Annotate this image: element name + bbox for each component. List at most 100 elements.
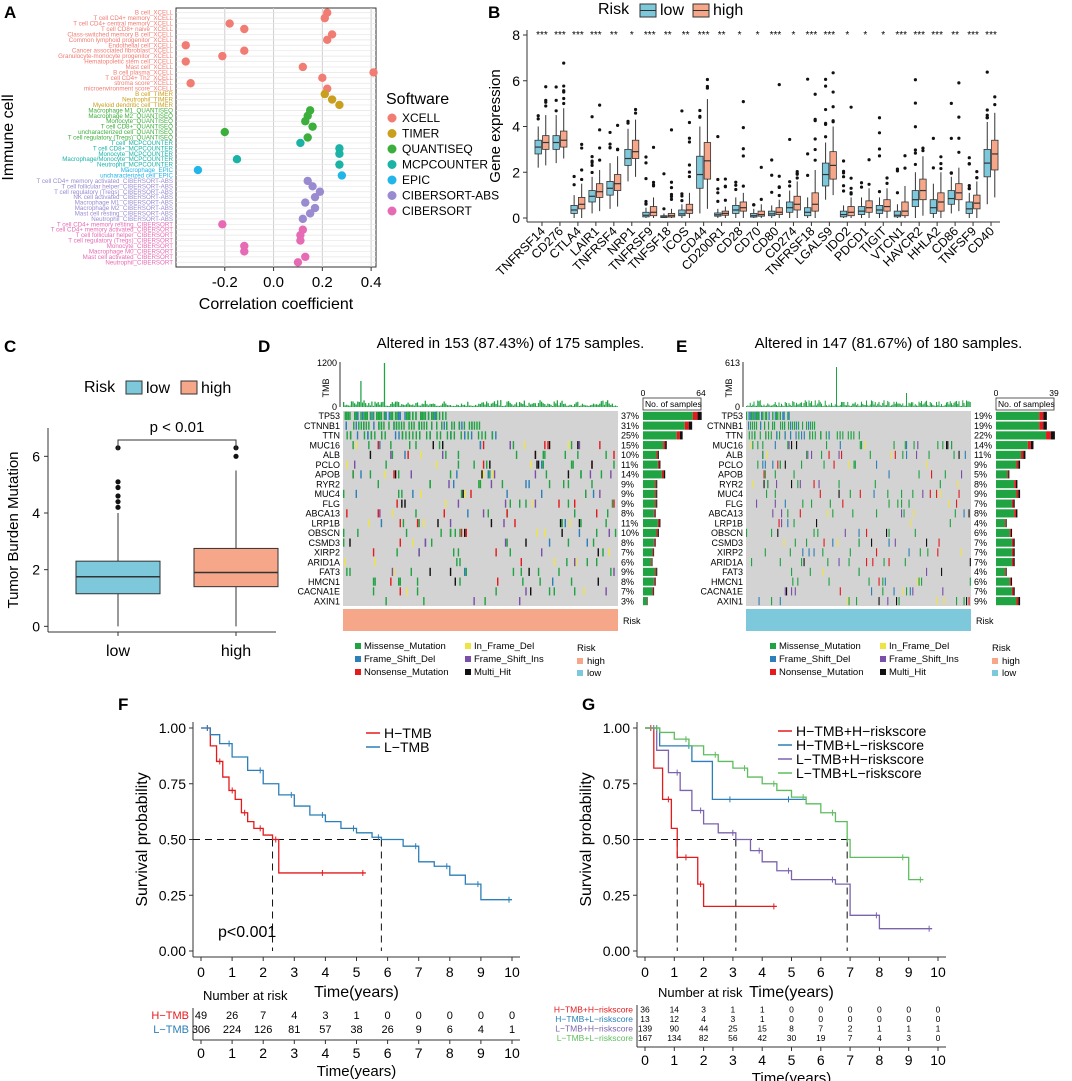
d-mutation-cell [380,411,383,420]
e-tmb-bar [956,400,957,407]
d-mutation-cell [592,489,595,498]
e-mutation-cell [849,548,851,557]
e-tmb-bar [907,405,909,407]
d-sample-bar-multihit [657,528,659,537]
g-risk-count: 15 [757,1024,767,1034]
e-sample-bar-multihit [1023,450,1026,459]
e-legend-key [770,669,776,675]
d-gene-label: LRP1B [311,518,340,528]
d-mutation-cell [519,499,521,508]
d-mutation-cell [610,470,612,479]
d-mutation-cell [432,441,434,450]
d-sample-bar [643,480,656,489]
d-mutation-cell [409,441,411,450]
b-box [929,199,937,214]
b-outlier [975,176,979,180]
d-tmb-bar [440,405,442,407]
e-mutation-cell [859,441,861,450]
d-tmb-bar [567,405,569,407]
g-ytick-label: 0.25 [603,887,630,903]
e-tmb-max: 613 [725,358,740,368]
e-tmb-bar [894,403,896,407]
a-xtick-label: 0.2 [312,274,333,291]
d-mutation-cell [357,528,359,537]
e-sample-bar [996,450,1022,459]
d-tmb-bar [528,402,530,407]
e-tmb-bar [774,402,776,407]
e-sample-bar-multihit [1013,499,1015,508]
a-point [298,62,308,72]
e-mutation-cell [771,597,773,606]
a-cell-label: T cell CD8+ naive_XCELL [101,26,173,33]
d-mutation-cell [377,509,379,518]
d-mutation-cell [495,548,497,557]
d-mutation-cell [520,558,522,567]
d-mutation-cell [404,411,406,420]
d-mutation-cell [441,421,443,430]
d-mutation-cell [357,411,359,420]
d-tmb-bar [564,403,566,407]
e-tmb-bar [759,400,761,407]
b-outlier [993,95,997,99]
d-mutation-cell [353,421,355,430]
e-tmb-bar [862,403,864,407]
e-tmb-bar [826,405,827,407]
e-tmb-bar [892,404,894,407]
b-ytick-label: 2 [512,164,520,180]
b-outlier [536,114,540,118]
c-ytick-label: 6 [32,448,40,464]
d-mutation-cell [363,421,365,430]
b-outlier [949,171,953,175]
a-cell-label: T cell_MCPCOUNTER [111,140,174,147]
d-tmb-bar [432,403,434,407]
e-mutation-cell [866,558,868,567]
d-tmb-bar [561,400,563,407]
e-mutation-cell [921,577,923,586]
e-mutation-cell [887,489,889,498]
mutation-legend: Missense_MutationFrame_Shift_DelNonsense… [355,641,1020,679]
e-tmb-bar [938,401,940,407]
b-outlier [921,146,925,150]
f-risk-xtick-label: 8 [446,1045,454,1061]
b-outlier [913,148,918,152]
d-gene-label: TTN [323,431,341,441]
d-mutation-cell [575,558,577,567]
e-mutation-cell [774,421,776,430]
d-mutation-cell [605,450,607,459]
d-tmb-bar [530,404,532,407]
f-ylabel: Survival probability [134,772,151,906]
e-mutation-cell [828,431,830,440]
a-cell-label: Macrophage/Monocyte_MCPCOUNTER [62,156,173,163]
b-box [696,155,704,189]
d-sample-bar-nonsense [656,450,658,459]
e-tmb-bar [852,403,854,407]
d-tmb-bar [614,405,617,407]
e-mutation-cell [748,431,750,440]
a-cell-label: Myeloid dendritic cell_TIMER [93,102,174,109]
a-cell-label: Granulocyte-monocyte progenitor_XCELL [58,53,173,60]
d-mutation-cell [425,431,428,440]
e-tmb-bar [841,401,842,407]
e-mutation-cell [801,431,803,440]
b-outlier [741,184,745,188]
d-tmb-bar [495,403,497,407]
d-gene-label: PCLO [315,460,340,470]
d-tmb-bar [357,401,359,407]
d-mutation-cell [525,480,527,489]
d-mutation-cell [445,450,447,459]
b-outlier [669,194,674,199]
d-gene-pct: 3% [621,596,634,606]
g-risk-count: 7 [818,1024,823,1034]
a-cell-label: Neutrophil_TIMER [122,97,173,104]
d-mutation-cell [403,421,405,430]
e-mutation-cell [909,587,911,596]
d-mutation-cell [458,421,461,430]
e-gene-pct: 7% [974,557,987,567]
d-mutation-cell [393,567,395,576]
panel-label-D: D [258,337,270,356]
d-mutation-cell [451,421,453,430]
b-outlier [949,101,953,105]
g-risk-count: 25 [728,1024,738,1034]
d-mutation-cell [368,519,370,528]
e-tmb-bar [909,403,911,407]
